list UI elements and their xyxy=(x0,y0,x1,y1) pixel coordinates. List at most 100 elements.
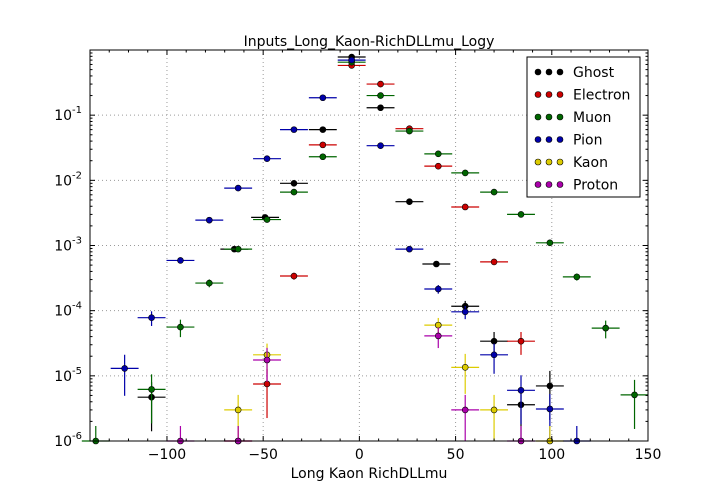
legend-label: Muon xyxy=(573,110,611,126)
legend-label: Ghost xyxy=(573,65,615,81)
legend-marker xyxy=(534,136,542,143)
data-point xyxy=(602,324,609,332)
data-point xyxy=(121,365,128,372)
data-point xyxy=(517,211,525,218)
legend-marker xyxy=(534,68,542,76)
data-point xyxy=(461,203,469,211)
data-point xyxy=(434,162,442,170)
data-point xyxy=(406,198,413,206)
ticks: −100 −50 0 50 100 150 10-6 10-5 10-4 10-3 10-2 10-1 xyxy=(54,50,661,463)
legend-marker xyxy=(545,158,553,166)
legend-item: Kaon xyxy=(534,155,608,171)
legend-item: Electron xyxy=(534,88,630,104)
data-point xyxy=(319,94,327,102)
legend-label: Pion xyxy=(573,133,602,149)
legend-marker xyxy=(534,113,542,121)
data-point xyxy=(290,272,298,280)
legend: Ghost Electron Muon Pion Kaon Proton xyxy=(526,56,641,198)
legend-box xyxy=(526,56,641,198)
x-tick-label: 0 xyxy=(355,447,364,463)
legend-marker xyxy=(545,91,553,98)
data-point xyxy=(517,337,525,345)
data-point xyxy=(546,405,554,413)
data-point xyxy=(433,260,440,268)
data-point xyxy=(177,257,184,264)
legend-item: Proton xyxy=(534,178,618,194)
x-tick-label: −50 xyxy=(248,447,278,463)
y-tick-label: 10-2 xyxy=(54,170,82,189)
legend-label: Proton xyxy=(573,178,618,194)
data-point xyxy=(234,184,242,192)
legend-label: Electron xyxy=(573,88,630,104)
data-point xyxy=(263,216,271,223)
legend-label: Kaon xyxy=(573,155,608,171)
chart-title: Inputs_Long_Kaon-RichDLLmu_Logy xyxy=(244,34,495,50)
data-point xyxy=(461,169,469,177)
data-point xyxy=(406,245,413,253)
data-point xyxy=(490,406,498,414)
data-point xyxy=(290,126,298,133)
data-point xyxy=(377,80,384,88)
data-point xyxy=(461,406,469,414)
data-point xyxy=(546,382,554,390)
legend-marker xyxy=(534,158,542,166)
data-point xyxy=(490,337,498,345)
y-tick-label: 10-3 xyxy=(54,236,82,255)
data-point xyxy=(490,188,498,196)
data-point xyxy=(434,321,442,329)
series-muon xyxy=(81,58,649,445)
data-point xyxy=(517,386,525,394)
data-point xyxy=(573,273,581,281)
legend-item: Muon xyxy=(534,110,611,126)
legend-item: Ghost xyxy=(534,65,615,81)
data-point xyxy=(148,386,155,393)
legend-marker xyxy=(534,181,542,188)
data-point xyxy=(348,56,355,64)
data-point xyxy=(490,258,498,266)
y-tick-label: 10-5 xyxy=(54,366,82,385)
legend-marker xyxy=(534,91,542,98)
series-layer xyxy=(81,53,649,445)
legend-marker xyxy=(556,158,564,166)
data-point xyxy=(461,364,469,371)
legend-marker xyxy=(545,113,553,121)
legend-marker xyxy=(556,91,564,98)
y-tick-label: 10-4 xyxy=(54,301,82,320)
y-tick-label: 10-6 xyxy=(54,431,82,450)
data-point xyxy=(263,155,271,162)
data-point xyxy=(290,180,298,187)
data-point xyxy=(319,153,327,161)
data-point xyxy=(319,126,327,133)
data-point xyxy=(377,92,384,99)
legend-marker xyxy=(556,181,564,188)
x-axis-label: Long Kaon RichDLLmu xyxy=(291,466,448,482)
series-pion xyxy=(110,56,591,445)
data-point xyxy=(434,332,442,340)
x-tick-label: −100 xyxy=(148,447,186,463)
data-point xyxy=(290,188,298,196)
legend-marker xyxy=(556,136,564,143)
x-tick-label: 100 xyxy=(538,447,565,463)
data-point xyxy=(461,308,469,316)
data-point xyxy=(234,245,242,253)
data-point xyxy=(177,323,184,331)
data-point xyxy=(263,356,271,364)
data-point xyxy=(377,104,384,112)
data-point xyxy=(205,279,213,287)
x-tick-label: 150 xyxy=(635,447,662,463)
legend-marker xyxy=(545,181,553,188)
legend-marker xyxy=(556,113,564,121)
data-point xyxy=(205,216,213,224)
legend-marker xyxy=(545,68,553,76)
data-point xyxy=(434,285,442,293)
data-point xyxy=(319,141,327,149)
x-tick-label: 50 xyxy=(447,447,465,463)
legend-marker xyxy=(545,136,553,143)
legend-marker xyxy=(556,68,564,76)
data-point xyxy=(490,351,498,359)
data-point xyxy=(631,391,638,399)
y-tick-label: 10-1 xyxy=(54,105,82,124)
data-point xyxy=(234,406,242,414)
data-point xyxy=(406,127,413,135)
